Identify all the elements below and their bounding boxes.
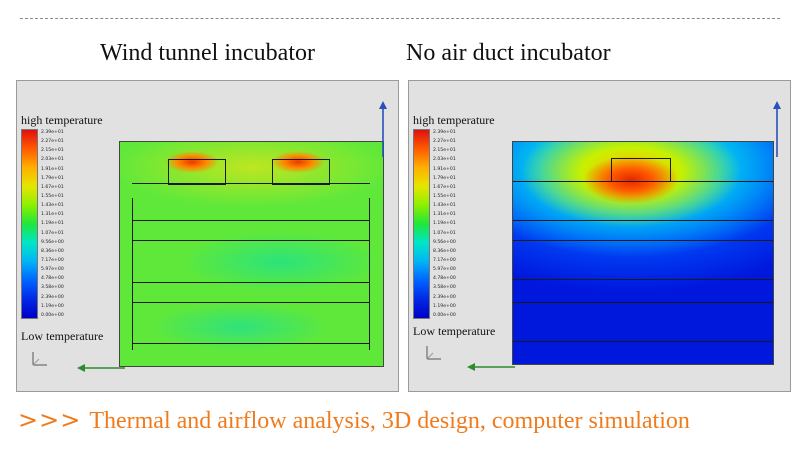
shelf-line: [132, 282, 370, 283]
no-air-duct-simulation-panel: high temperature 2.39e+01 2.27e+01 2.15e…: [408, 80, 791, 392]
legend-tick: 1.91e+01: [433, 166, 456, 172]
legend-tick: 1.55e+01: [433, 193, 456, 199]
legend-low-label: Low temperature: [21, 329, 104, 343]
legend-tick: 8.36e+00: [41, 248, 64, 254]
legend-tick: 1.07e+01: [433, 230, 456, 236]
x-axis-arrow-icon: [467, 363, 515, 371]
legend-tick: 2.39e+00: [41, 294, 64, 300]
shelf-line: [513, 181, 773, 182]
legend-tick: 2.03e+01: [41, 157, 64, 163]
legend-tick: 1.19e+00: [433, 303, 456, 309]
y-axis-arrow-icon: [773, 101, 781, 157]
legend-tick: 1.07e+01: [41, 230, 64, 236]
shelf-line: [132, 343, 370, 344]
legend-tick: 5.97e+00: [41, 267, 64, 273]
legend-tick: 4.78e+00: [41, 276, 64, 282]
legend-tick: 1.43e+01: [41, 203, 64, 209]
temperature-color-scale: [413, 129, 430, 319]
left-heater-box: [168, 159, 226, 185]
legend-tick: 1.31e+01: [433, 212, 456, 218]
right-heater-box: [272, 159, 330, 185]
legend-tick: 1.19e+01: [41, 221, 64, 227]
legend-tick: 1.91e+01: [41, 166, 64, 172]
no-duct-temperature-field: [512, 141, 774, 365]
legend-tick: 2.15e+01: [433, 148, 456, 154]
shelf-line: [132, 240, 370, 241]
legend-tick: 2.03e+01: [433, 157, 456, 163]
legend-high-label: high temperature: [413, 113, 495, 127]
legend-tick: 3.58e+00: [41, 285, 64, 291]
temperature-color-scale: [21, 129, 38, 319]
left-wind-duct: [132, 198, 133, 350]
legend-tick: 1.43e+01: [433, 203, 456, 209]
legend-tick: 7.17e+00: [41, 257, 64, 263]
legend-tick: 2.39e+01: [433, 130, 456, 135]
footer-caption: >>> Thermal and airflow analysis, 3D desi…: [18, 406, 690, 435]
coordinate-triad-icon: [426, 346, 441, 360]
left-panel-title: Wind tunnel incubator: [100, 40, 315, 66]
legend-tick: 8.36e+00: [433, 248, 456, 254]
legend-tick: 1.67e+01: [433, 184, 456, 190]
footer-text: Thermal and airflow analysis, 3D design,…: [89, 408, 690, 434]
right-wind-duct: [369, 198, 370, 350]
heater-box: [611, 158, 671, 182]
shelf-line: [132, 183, 370, 184]
dashed-divider: [20, 18, 780, 19]
shelf-line: [513, 220, 773, 221]
legend-ticks: 2.39e+01 2.27e+01 2.15e+01 2.03e+01 1.91…: [433, 129, 473, 319]
legend-tick: 0.00e+00: [41, 312, 64, 318]
legend-tick: 1.67e+01: [41, 184, 64, 190]
shelf-line: [513, 279, 773, 280]
legend-tick: 9.56e+00: [41, 239, 64, 245]
shelf-line: [132, 220, 370, 221]
legend-tick: 2.39e+00: [433, 294, 456, 300]
legend-tick: 3.58e+00: [433, 285, 456, 291]
chevron-right-icon: >>>: [18, 406, 82, 434]
shelf-line: [513, 341, 773, 342]
shelf-line: [513, 240, 773, 241]
legend-tick: 1.55e+01: [41, 193, 64, 199]
shelf-line: [132, 302, 370, 303]
legend-tick: 0.00e+00: [433, 312, 456, 318]
legend-tick: 2.39e+01: [41, 130, 64, 135]
x-axis-arrow-icon: [77, 364, 125, 372]
legend-tick: 1.31e+01: [41, 212, 64, 218]
legend-tick: 9.56e+00: [433, 239, 456, 245]
legend-high-label: high temperature: [21, 113, 103, 127]
legend-tick: 5.97e+00: [433, 267, 456, 273]
legend-tick: 4.78e+00: [433, 276, 456, 282]
legend-tick: 1.19e+00: [41, 303, 64, 309]
legend-tick: 2.27e+01: [433, 139, 456, 145]
legend-ticks: 2.39e+01 2.27e+01 2.15e+01 2.03e+01 1.91…: [41, 129, 81, 319]
y-axis-arrow-icon: [379, 101, 387, 157]
wind-tunnel-simulation-panel: high temperature 2.39e+01 2.27e+01 2.15e…: [16, 80, 399, 392]
legend-tick: 2.15e+01: [41, 148, 64, 154]
wind-tunnel-temperature-field: [119, 141, 384, 367]
coordinate-triad-icon: [32, 352, 47, 366]
shelf-line: [513, 302, 773, 303]
legend-low-label: Low temperature: [413, 324, 496, 338]
legend-tick: 1.79e+01: [433, 175, 456, 181]
legend-tick: 1.79e+01: [41, 175, 64, 181]
legend-tick: 1.19e+01: [433, 221, 456, 227]
legend-tick: 2.27e+01: [41, 139, 64, 145]
right-panel-title: No air duct incubator: [406, 40, 611, 66]
legend-tick: 7.17e+00: [433, 257, 456, 263]
